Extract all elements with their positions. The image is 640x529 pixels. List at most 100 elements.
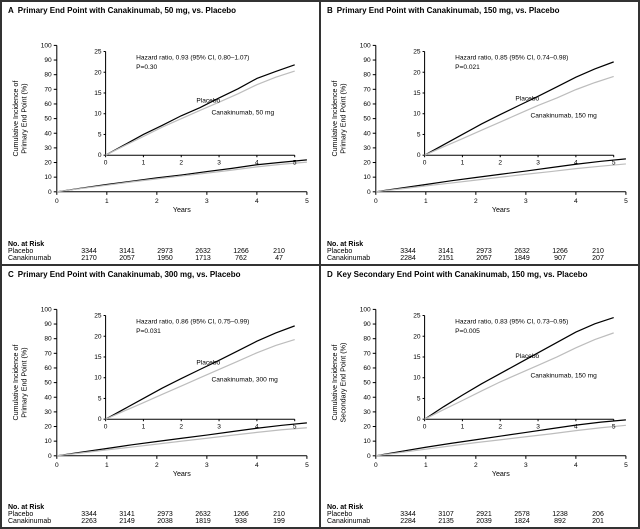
svg-text:100: 100 (360, 42, 371, 49)
risk-value: 199 (260, 518, 298, 525)
risk-value: 2039 (465, 518, 503, 525)
svg-text:80: 80 (363, 335, 371, 342)
svg-text:80: 80 (44, 72, 52, 79)
svg-text:3: 3 (536, 159, 540, 166)
svg-text:0: 0 (417, 416, 421, 423)
risk-value: 210 (260, 511, 298, 518)
svg-text:2: 2 (155, 198, 159, 205)
risk-value: 2038 (146, 518, 184, 525)
risk-label: Canakinumab (8, 255, 70, 262)
svg-text:0: 0 (417, 152, 421, 159)
svg-text:30: 30 (363, 145, 371, 152)
svg-text:5: 5 (624, 461, 628, 468)
svg-text:Cumulative Incidence ofPrimary: Cumulative Incidence ofPrimary End Point… (331, 81, 347, 157)
svg-text:50: 50 (44, 116, 52, 123)
risk-value: 201 (579, 518, 617, 525)
panel-title: DKey Secondary End Point with Canakinuma… (327, 270, 632, 279)
chart: 0102030405060708090100012345Cumulative I… (327, 281, 632, 503)
svg-text:20: 20 (94, 69, 102, 76)
svg-text:0: 0 (374, 198, 378, 205)
risk-value: 2632 (184, 511, 222, 518)
risk-value: 1266 (541, 248, 579, 255)
risk-value: 2973 (465, 248, 503, 255)
risk-value: 892 (541, 518, 579, 525)
svg-text:10: 10 (413, 374, 421, 381)
risk-value: 762 (222, 255, 260, 262)
risk-row: Canakinumab217020571950171376247 (8, 255, 313, 262)
risk-value: 2170 (70, 255, 108, 262)
svg-text:1: 1 (461, 159, 465, 166)
svg-text:100: 100 (360, 306, 371, 313)
risk-value: 3141 (108, 511, 146, 518)
risk-row: Placebo33443141297326321266210 (8, 248, 313, 255)
svg-text:4: 4 (255, 198, 259, 205)
svg-text:0: 0 (98, 416, 102, 423)
svg-text:Years: Years (492, 206, 510, 214)
svg-text:40: 40 (44, 130, 52, 137)
svg-text:1: 1 (461, 423, 465, 430)
risk-table: No. at RiskPlacebo3344314129732632126621… (8, 241, 313, 262)
svg-text:1: 1 (424, 198, 428, 205)
risk-value: 2057 (465, 255, 503, 262)
svg-text:Placebo: Placebo (196, 359, 220, 366)
svg-text:5: 5 (417, 131, 421, 138)
svg-text:Hazard ratio, 0.85 (95% CI, 0.: Hazard ratio, 0.85 (95% CI, 0.74–0.98) (455, 55, 568, 62)
risk-value: 2151 (427, 255, 465, 262)
svg-text:0: 0 (367, 452, 371, 459)
svg-text:Years: Years (173, 206, 191, 214)
svg-text:4: 4 (574, 159, 578, 166)
panel-c: CPrimary End Point with Canakinumab, 300… (1, 265, 320, 529)
svg-text:0: 0 (55, 461, 59, 468)
risk-value: 938 (222, 518, 260, 525)
svg-text:P=0.30: P=0.30 (136, 64, 157, 71)
svg-text:3: 3 (524, 198, 528, 205)
risk-table: No. at RiskPlacebo3344314129732632126621… (327, 241, 632, 262)
svg-text:Hazard ratio, 0.86 (95% CI, 0.: Hazard ratio, 0.86 (95% CI, 0.75–0.99) (136, 318, 249, 325)
svg-text:15: 15 (94, 90, 102, 97)
svg-text:60: 60 (44, 101, 52, 108)
risk-value: 3141 (427, 248, 465, 255)
risk-value: 2284 (389, 255, 427, 262)
panel-title: BPrimary End Point with Canakinumab, 150… (327, 6, 632, 15)
svg-text:3: 3 (536, 423, 540, 430)
svg-text:Placebo: Placebo (515, 353, 539, 360)
svg-text:0: 0 (374, 461, 378, 468)
svg-text:5: 5 (98, 395, 102, 402)
svg-text:5: 5 (417, 395, 421, 402)
risk-value: 907 (541, 255, 579, 262)
risk-label: Placebo (327, 248, 389, 255)
risk-value: 2632 (184, 248, 222, 255)
svg-text:3: 3 (524, 461, 528, 468)
svg-text:5: 5 (612, 159, 616, 166)
risk-header: No. at Risk (8, 504, 313, 511)
risk-value: 3107 (427, 511, 465, 518)
risk-label: Canakinumab (327, 255, 389, 262)
risk-header: No. at Risk (327, 504, 632, 511)
risk-value: 2973 (146, 248, 184, 255)
svg-text:5: 5 (293, 423, 297, 430)
svg-text:Placebo: Placebo (196, 97, 220, 104)
panel-title: CPrimary End Point with Canakinumab, 300… (8, 270, 313, 279)
svg-text:4: 4 (574, 461, 578, 468)
svg-text:5: 5 (98, 131, 102, 138)
svg-text:Cumulative Incidence ofPrimary: Cumulative Incidence ofPrimary End Point… (12, 81, 28, 157)
svg-text:Placebo: Placebo (515, 95, 539, 102)
svg-text:1: 1 (105, 198, 109, 205)
svg-text:90: 90 (363, 321, 371, 328)
svg-text:4: 4 (574, 423, 578, 430)
risk-label: Canakinumab (8, 518, 70, 525)
svg-text:20: 20 (363, 160, 371, 167)
svg-text:P=0.005: P=0.005 (455, 327, 480, 334)
svg-text:5: 5 (293, 159, 297, 166)
risk-row: Placebo33443107292125781238206 (327, 511, 632, 518)
svg-text:20: 20 (413, 69, 421, 76)
risk-value: 2973 (146, 511, 184, 518)
svg-text:3: 3 (205, 198, 209, 205)
svg-text:10: 10 (413, 111, 421, 118)
svg-text:Canakinumab, 150 mg: Canakinumab, 150 mg (530, 113, 597, 120)
svg-text:70: 70 (363, 350, 371, 357)
svg-text:10: 10 (94, 374, 102, 381)
svg-text:15: 15 (94, 354, 102, 361)
svg-text:10: 10 (363, 174, 371, 181)
svg-text:0: 0 (423, 423, 427, 430)
